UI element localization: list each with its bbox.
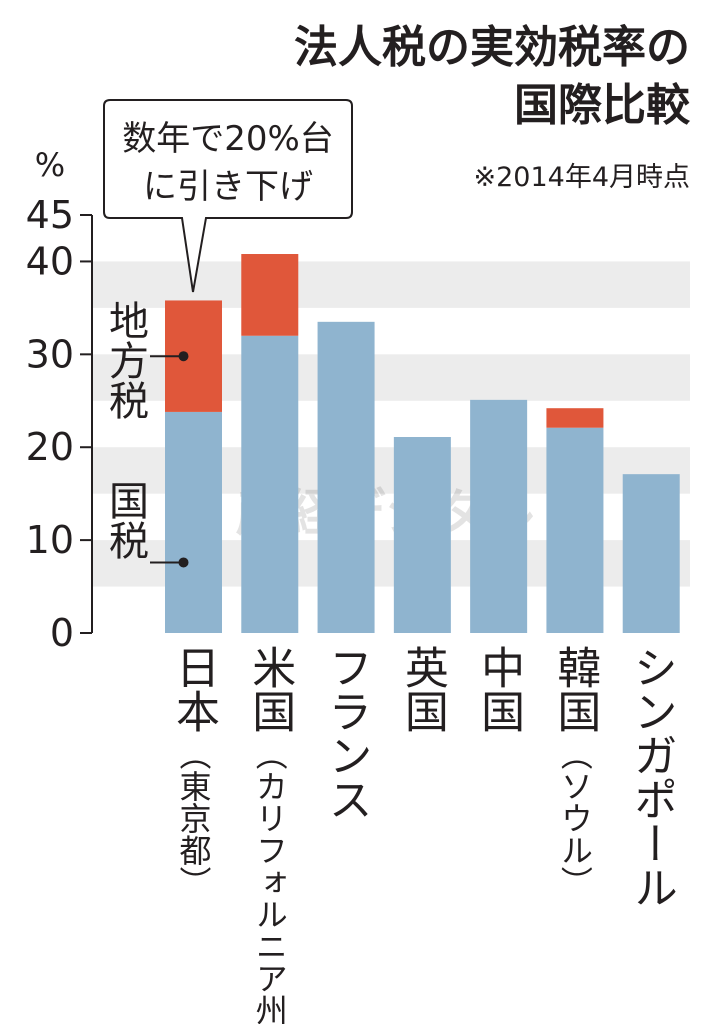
y-unit: % [35, 146, 65, 184]
bar-segment [470, 399, 528, 633]
y-tick-label: 20 [26, 425, 74, 469]
legend-label: 地方税 [102, 300, 148, 420]
plot: 01020304045産経デジタル日本（東京都）米国（カリフォルニア州）フランス… [26, 193, 690, 1028]
callout-box [103, 99, 353, 293]
x-tick-label: 日本 [168, 645, 219, 733]
x-tick-label: シンガポール [626, 645, 677, 909]
y-tick-label: 10 [26, 518, 74, 562]
bar-segment [241, 254, 299, 336]
x-tick-label: フランス [321, 645, 372, 821]
bar-segment [622, 474, 680, 633]
y-tick-label: 30 [26, 332, 74, 376]
x-tick-note: （カリフォルニア州） [251, 738, 289, 1024]
x-tick-note: （東京都） [175, 738, 213, 898]
x-tick-label: 韓国 [549, 645, 600, 733]
y-tick-label: 40 [26, 239, 74, 283]
y-tick-label: 0 [50, 611, 74, 655]
x-tick-note: （ソウル） [556, 738, 594, 898]
y-tick-label: 45 [26, 193, 74, 237]
chart-title: 法人税の実効税率の [294, 22, 690, 73]
bar-segment [317, 321, 375, 633]
legend-dot [178, 557, 189, 568]
chart-subtitle: ※2014年4月時点 [473, 162, 690, 193]
annotation: 数年で20%台 [122, 119, 334, 159]
legend-label: 国税 [102, 480, 148, 560]
annotation: に引き下げ [143, 167, 313, 207]
legend-dot [178, 351, 189, 362]
x-tick-label: 英国 [397, 645, 448, 733]
bar-segment [165, 411, 222, 633]
chart-title: 国際比較 [514, 80, 691, 131]
bar-segment [241, 335, 299, 633]
bar-segment [546, 427, 604, 633]
bar-segment [393, 437, 451, 633]
bar-segment [546, 408, 604, 428]
x-tick-label: 中国 [473, 645, 524, 733]
x-tick-label: 米国 [244, 645, 295, 733]
